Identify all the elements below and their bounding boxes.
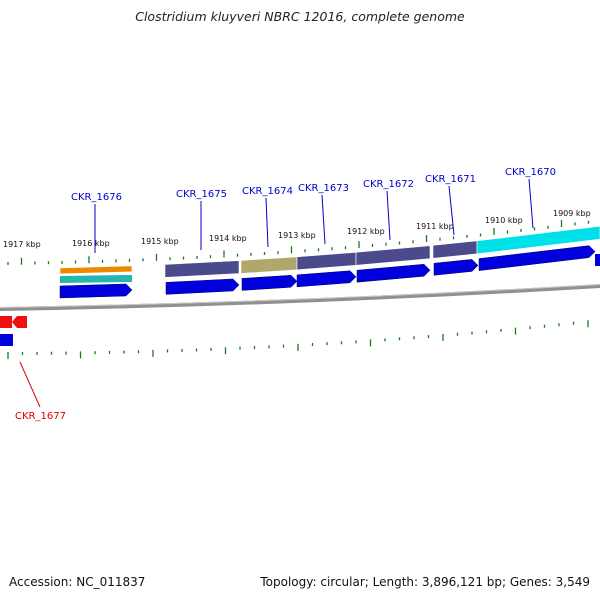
cds-arrow [433,259,479,276]
gene-label: CKR_1676 [71,192,122,203]
gene-leader-line [321,194,326,245]
gene-label: CKR_1677 [15,411,66,422]
gene-label: CKR_1672 [363,179,414,190]
gene-leader-line [265,197,269,248]
gene-leader-line [386,190,391,241]
track-segment-khaki [240,256,298,274]
gene-label: CKR_1671 [425,174,476,185]
gene-leader-line [448,185,455,236]
track-segment [296,251,357,271]
cds-arrow [59,283,133,299]
cds-features [0,245,600,346]
track-segment [432,240,478,259]
scale-label: 1909 kbp [553,209,591,218]
cds-arrow [478,245,596,271]
gene-label: CKR_1674 [242,186,293,197]
cds-arrow-edge [595,254,600,266]
genome-backbone [0,284,600,311]
cds-fragment [0,334,13,346]
scale-label: 1911 kbp [416,222,454,231]
accession-text: Accession: NC_011837 [9,575,146,589]
gene-label: CKR_1675 [176,189,227,200]
gene-label: CKR_1670 [505,167,556,178]
gene-labels: CKR_1676 CKR_1675 CKR_1674 CKR_1673 CKR_1672… [15,167,556,422]
track-orange [59,265,133,275]
track-teal [60,275,132,283]
scale-labels: 1917 kbp 1916 kbp 1915 kbp 1914 kbp 1913 kbp… [3,209,591,249]
gene-leader-line [19,361,41,408]
genome-title: Clostridium kluyveri NBRC 12016, complet… [135,9,465,24]
scale-label: 1913 kbp [278,231,316,240]
cds-arrow [241,274,298,291]
gene-leader-line [528,178,534,229]
gene-red-arrow [12,316,27,328]
cds-arrow [296,270,357,288]
genome-backbone-highlight [0,284,600,308]
track-segment [355,245,431,266]
scale-label: 1916 kbp [72,239,110,248]
gene-label: CKR_1673 [298,183,349,194]
scale-label: 1912 kbp [347,227,385,236]
cds-arrow [165,278,240,295]
cds-arrow [356,263,431,283]
scale-label: 1914 kbp [209,234,247,243]
gene-red-block [0,316,12,328]
upper-scale-ticks [7,220,590,265]
track-segment [164,260,240,278]
lower-scale-ticks [7,320,589,359]
track-segment-cyan [476,225,600,255]
scale-label: 1910 kbp [485,216,523,225]
scale-label: 1915 kbp [141,237,179,246]
feature-tracks [0,225,600,311]
genome-summary-text: Topology: circular; Length: 3,896,121 bp… [260,575,590,589]
scale-label: 1917 kbp [3,240,41,249]
